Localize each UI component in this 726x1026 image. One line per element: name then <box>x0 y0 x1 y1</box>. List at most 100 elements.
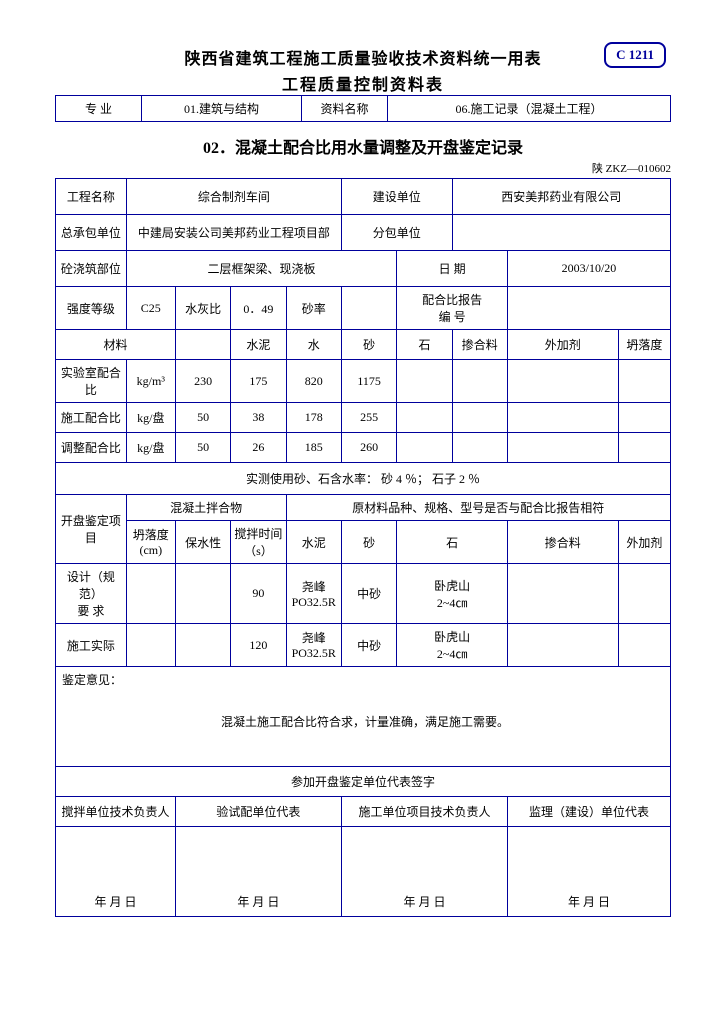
moisture-row: 实测使用砂、石含水率： 砂 4 ％； 石子 2 ％ <box>56 463 671 495</box>
sig-c3: 监理（建设）单位代表 <box>507 797 670 827</box>
insp-r1l: 设计（规范）要 求 <box>56 564 127 624</box>
mat-r1-6 <box>397 360 452 403</box>
form-badge: C 1211 <box>604 42 666 68</box>
insp-s2-2: 石 <box>397 521 508 564</box>
mat-h8: 坍落度 <box>618 330 670 360</box>
mat-r3-6 <box>397 433 452 463</box>
r1-c2: 建设单位 <box>341 179 452 215</box>
mat-r2-6 <box>397 403 452 433</box>
hdr-label-docname: 资料名称 <box>301 96 387 122</box>
mat-r1-3: 175 <box>231 360 286 403</box>
mat-h6: 掺合料 <box>452 330 507 360</box>
insp-r2-1 <box>175 624 230 667</box>
mat-r3-7 <box>452 433 507 463</box>
mat-r1-1: kg/m³ <box>126 360 175 403</box>
mat-r3-1: kg/盘 <box>126 433 175 463</box>
insp-s2-0: 水泥 <box>286 521 341 564</box>
mat-r3-0: 调整配合比 <box>56 433 127 463</box>
mat-r2-7 <box>452 403 507 433</box>
sig-c1: 验试配单位代表 <box>175 797 341 827</box>
r4-c4: 配合比报告编 号 <box>397 287 508 330</box>
mat-h2: 水泥 <box>231 330 286 360</box>
insp-r1-1 <box>175 564 230 624</box>
page-title-1: 陕西省建筑工程施工质量验收技术资料统一用表 <box>55 45 671 69</box>
insp-r2-0 <box>126 624 175 667</box>
mat-r1-7 <box>452 360 507 403</box>
mat-r3-9 <box>618 433 670 463</box>
opinion-label: 鉴定意见： <box>62 671 668 688</box>
insp-s2-4: 外加剂 <box>618 521 670 564</box>
main-table: 工程名称 综合制剂车间 建设单位 西安美邦药业有限公司 总承包单位 中建局安装公… <box>55 178 671 917</box>
hdr-label-profession: 专 业 <box>56 96 142 122</box>
insp-s1-0: 坍落度(cm) <box>126 521 175 564</box>
r4-v4 <box>507 287 670 330</box>
mat-r2-4: 178 <box>286 403 341 433</box>
insp-s2-3: 掺合料 <box>507 521 618 564</box>
insp-s1-2: 搅拌时间（s） <box>231 521 286 564</box>
r3-c2: 日 期 <box>397 251 508 287</box>
mat-r3-4: 185 <box>286 433 341 463</box>
mat-r2-2: 50 <box>175 403 230 433</box>
r1-v1: 综合制剂车间 <box>126 179 341 215</box>
mat-r2-0: 施工配合比 <box>56 403 127 433</box>
header-table: 专 业 01.建筑与结构 资料名称 06.施工记录（混凝土工程） <box>55 95 671 122</box>
mat-r1-8 <box>507 360 618 403</box>
mat-r2-9 <box>618 403 670 433</box>
mat-r1-4: 820 <box>286 360 341 403</box>
insp-r1-3: 尧峰PO32.5R <box>286 564 341 624</box>
sig-d0: 年 月 日 <box>56 827 176 917</box>
insp-r1-6 <box>507 564 618 624</box>
insp-r2l: 施工实际 <box>56 624 127 667</box>
mat-r1-9 <box>618 360 670 403</box>
r4-v1: C25 <box>126 287 175 330</box>
mat-r3-8 <box>507 433 618 463</box>
sig-d1: 年 月 日 <box>175 827 341 917</box>
sig-c0: 搅拌单位技术负责人 <box>56 797 176 827</box>
r2-v1: 中建局安装公司美邦药业工程项目部 <box>126 215 341 251</box>
form-code: 陕 ZKZ—010602 <box>55 160 671 176</box>
page-title-2: 工程质量控制资料表 <box>55 71 671 95</box>
mat-r3-2: 50 <box>175 433 230 463</box>
mat-h5: 石 <box>397 330 452 360</box>
mat-h4: 砂 <box>341 330 396 360</box>
r4-c1: 强度等级 <box>56 287 127 330</box>
mat-r3-5: 260 <box>341 433 396 463</box>
sig-d3: 年 月 日 <box>507 827 670 917</box>
r4-c3: 砂率 <box>286 287 341 330</box>
mat-h1 <box>175 330 230 360</box>
insp-r1-2: 90 <box>231 564 286 624</box>
mat-h0: 材料 <box>56 330 176 360</box>
hdr-val-profession: 01.建筑与结构 <box>142 96 302 122</box>
r2-v2 <box>452 215 670 251</box>
sig-header: 参加开盘鉴定单位代表签字 <box>56 767 671 797</box>
mat-r2-1: kg/盘 <box>126 403 175 433</box>
r3-c1: 砼浇筑部位 <box>56 251 127 287</box>
mat-r2-8 <box>507 403 618 433</box>
insp-r1-7 <box>618 564 670 624</box>
insp-r2-7 <box>618 624 670 667</box>
subtitle: 02．混凝土配合比用水量调整及开盘鉴定记录 <box>55 134 671 158</box>
insp-r2-6 <box>507 624 618 667</box>
sig-c2: 施工单位项目技术负责人 <box>341 797 507 827</box>
mat-r1-2: 230 <box>175 360 230 403</box>
mat-r2-5: 255 <box>341 403 396 433</box>
r4-c2: 水灰比 <box>175 287 230 330</box>
r4-v3 <box>341 287 396 330</box>
r3-v1: 二层框架梁、现浇板 <box>126 251 397 287</box>
r1-c1: 工程名称 <box>56 179 127 215</box>
mat-r1-5: 1175 <box>341 360 396 403</box>
mat-r1-0: 实验室配合比 <box>56 360 127 403</box>
insp-head1: 开盘鉴定项目 <box>56 495 127 564</box>
insp-r2-3: 尧峰PO32.5R <box>286 624 341 667</box>
insp-r1-4: 中砂 <box>341 564 396 624</box>
mat-r2-3: 38 <box>231 403 286 433</box>
insp-r2-5: 卧虎山2~4㎝ <box>397 624 508 667</box>
insp-r2-2: 120 <box>231 624 286 667</box>
mat-h3: 水 <box>286 330 341 360</box>
mat-h7: 外加剂 <box>507 330 618 360</box>
r4-v2: 0．49 <box>231 287 286 330</box>
r2-c2: 分包单位 <box>341 215 452 251</box>
sig-d2: 年 月 日 <box>341 827 507 917</box>
r3-v2: 2003/10/20 <box>507 251 670 287</box>
mat-r3-3: 26 <box>231 433 286 463</box>
